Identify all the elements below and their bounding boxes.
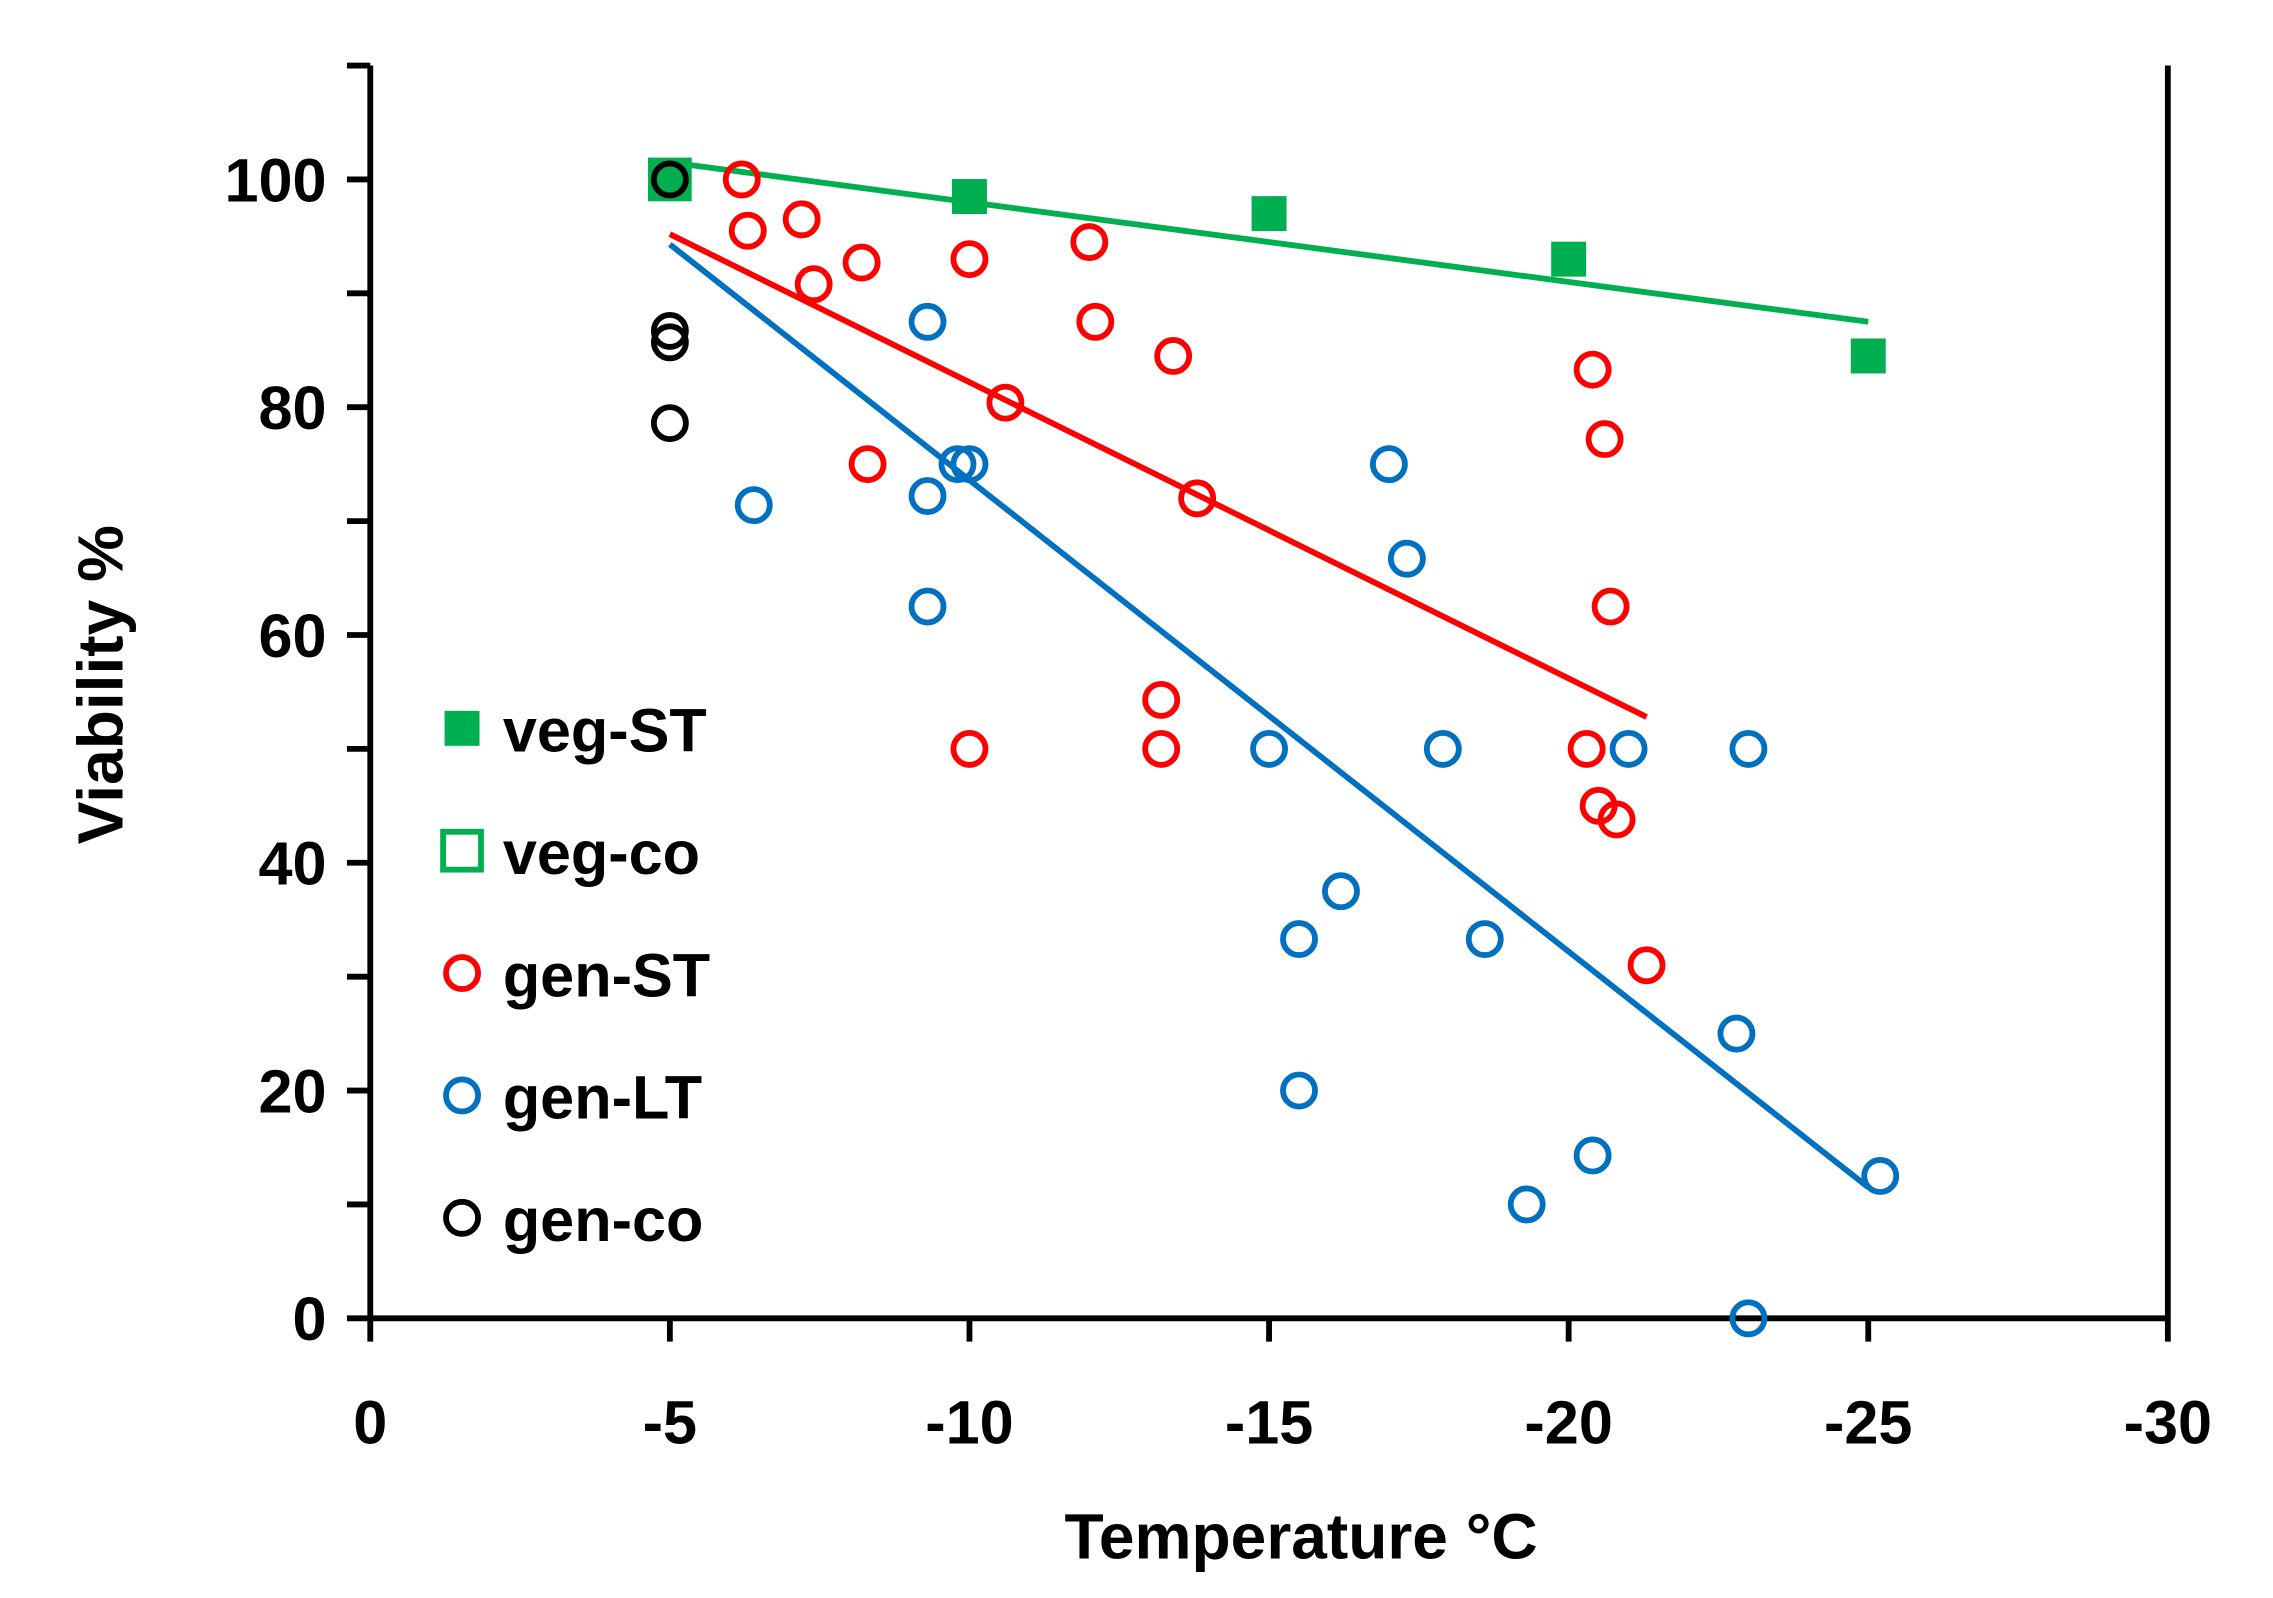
gen-LT-point xyxy=(1729,1299,1768,1338)
y-tick-label: 0 xyxy=(293,1285,327,1353)
gen-ST-point xyxy=(986,383,1025,422)
gen-LT-point xyxy=(938,445,977,484)
y-tick-label: 60 xyxy=(259,602,327,670)
gen-ST-point xyxy=(1178,479,1217,518)
gen-LT-point xyxy=(1369,445,1408,484)
gen-ST-point xyxy=(728,211,767,250)
gen-ST-point xyxy=(950,240,989,279)
gen-LT-point xyxy=(1729,729,1768,768)
gen-LT-point xyxy=(1250,729,1288,768)
gen-ST-point xyxy=(848,445,887,484)
gen-ST-point xyxy=(722,160,761,199)
gen-LT-point xyxy=(908,587,947,626)
gen-LT-point xyxy=(1465,920,1504,959)
gen-ST-point xyxy=(1567,729,1606,768)
x-tick-label: -25 xyxy=(1824,1389,1912,1457)
veg-ST-point xyxy=(1850,338,1886,374)
gen-LT-point xyxy=(1573,1136,1612,1175)
gen-ST-point xyxy=(1585,420,1624,459)
veg-ST-point xyxy=(1251,196,1287,232)
x-tick-label: 0 xyxy=(353,1389,387,1457)
legend-label-gen-LT: gen-LT xyxy=(503,1064,702,1132)
y-tick-label: 20 xyxy=(259,1057,327,1125)
legend-marker-gen-ST xyxy=(443,954,481,993)
gen-co-point xyxy=(650,404,689,443)
trendlines xyxy=(668,159,1871,1190)
gen-LT-trendline xyxy=(668,242,1871,1190)
gen-ST-point xyxy=(1573,350,1612,389)
gen-ST-point xyxy=(1591,587,1630,626)
legend-marker-veg-ST xyxy=(444,710,480,746)
legend-marker-gen-LT xyxy=(443,1076,481,1115)
gen-ST-point xyxy=(794,265,833,304)
gen-ST-point xyxy=(1142,680,1181,719)
x-tick-label: -5 xyxy=(643,1389,697,1457)
gen-ST-point xyxy=(842,243,881,282)
gen-ST-point xyxy=(1070,223,1109,262)
legend-label-veg-co: veg-co xyxy=(503,819,700,887)
gen-co-point xyxy=(650,311,689,350)
veg-ST-trendline xyxy=(669,159,1869,325)
gen-ST-point xyxy=(782,200,821,239)
y-tick-label: 80 xyxy=(259,374,327,442)
axes: 0 20 40 60 80 100 0 -5 -10 -15 -20 -25 -30 xyxy=(224,62,2212,1457)
gen-ST-point xyxy=(950,729,989,768)
gen-LT-point xyxy=(1717,1014,1756,1053)
legend-label-veg-ST: veg-ST xyxy=(503,697,707,765)
gen-LT-point xyxy=(1322,872,1360,911)
legend-marker-veg-co xyxy=(440,828,484,873)
gen-ST-point xyxy=(1076,302,1115,341)
y-tick-label: 100 xyxy=(224,146,326,214)
x-tick-label: -20 xyxy=(1524,1389,1612,1457)
gen-ST-point xyxy=(1142,729,1181,768)
y-axis-label: Viability % xyxy=(65,525,137,844)
gen-LT-point xyxy=(908,477,947,515)
gen-LT-point xyxy=(950,445,989,484)
y-tick-label: 40 xyxy=(259,830,327,898)
gen-LT-point xyxy=(1861,1157,1900,1195)
gen-co-point xyxy=(650,160,689,199)
gen-LT-point xyxy=(734,486,773,525)
gen-LT-point xyxy=(1423,729,1462,768)
gen-LT-point xyxy=(1609,729,1648,768)
x-tick-label: -15 xyxy=(1225,1389,1313,1457)
gen-ST-point xyxy=(1627,946,1666,985)
gen-ST-point xyxy=(1597,800,1636,839)
x-axis-label: Temperature °C xyxy=(1065,1501,1538,1573)
x-tick-label: -30 xyxy=(2124,1389,2212,1457)
gen-LT-point xyxy=(1387,539,1426,578)
data-points xyxy=(648,157,1900,1338)
gen-LT-point xyxy=(1280,920,1318,959)
veg-ST-point xyxy=(1551,241,1587,277)
legend: veg-ST veg-co gen-ST gen-LT gen-co xyxy=(440,697,710,1254)
gen-LT-point xyxy=(908,302,947,341)
veg-ST-point xyxy=(951,179,987,215)
gen-LT-point xyxy=(1507,1185,1546,1224)
gen-ST-point xyxy=(1154,337,1193,375)
legend-label-gen-ST: gen-ST xyxy=(503,941,710,1009)
gen-co-point xyxy=(650,323,689,362)
legend-marker-gen-co xyxy=(443,1198,481,1237)
gen-ST-trendline xyxy=(668,231,1648,720)
x-tick-label: -10 xyxy=(925,1389,1013,1457)
gen-LT-point xyxy=(1280,1071,1318,1110)
legend-label-gen-co: gen-co xyxy=(503,1186,704,1254)
